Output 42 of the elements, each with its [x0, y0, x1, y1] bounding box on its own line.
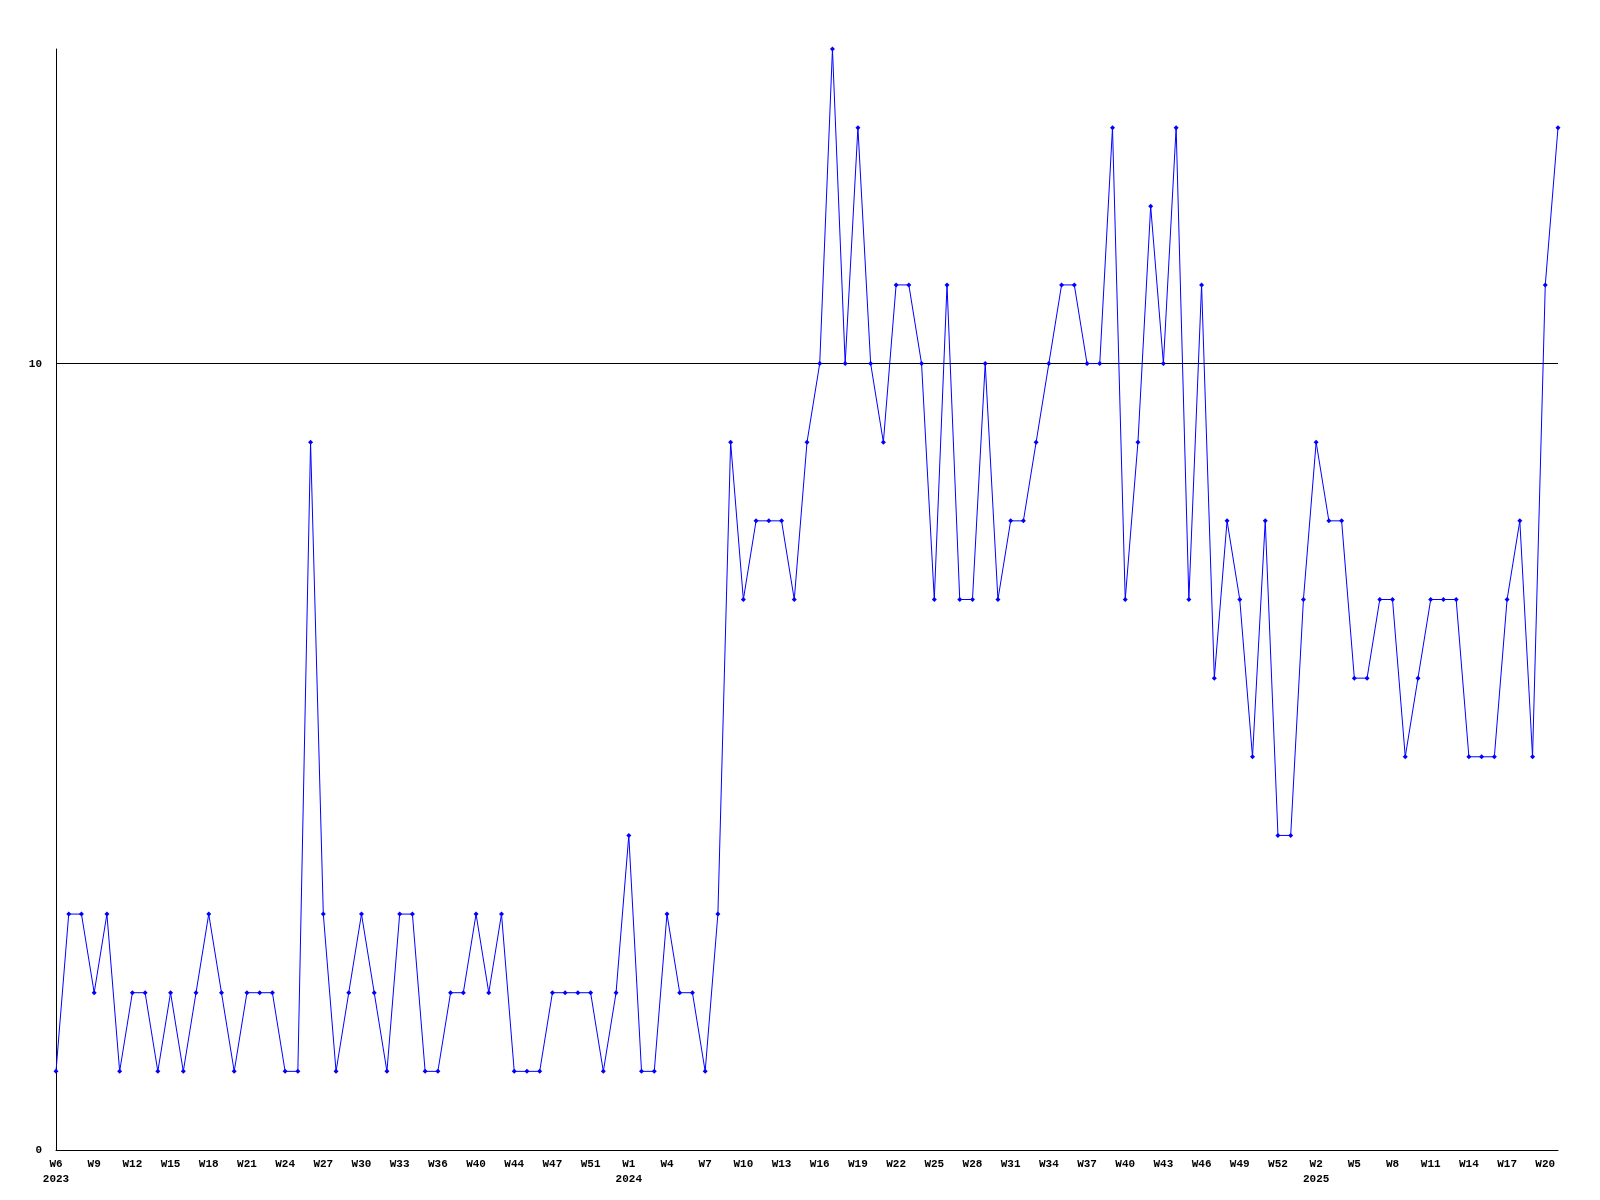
x-tick-label: W40: [466, 1157, 486, 1170]
x-tick-label: W15: [160, 1157, 181, 1170]
x-tick-label: W5: [1347, 1157, 1362, 1170]
x-tick-label: W40: [1115, 1157, 1136, 1170]
x-tick-label: W12: [122, 1157, 143, 1170]
x-tick-label: W21: [237, 1157, 258, 1170]
x-tick-label: W36: [427, 1157, 448, 1170]
x-tick-label: W20: [1535, 1157, 1556, 1170]
x-tick-label: W24: [275, 1157, 296, 1170]
x-tick-label: W10: [733, 1157, 754, 1170]
x-tick-label: W25: [924, 1157, 945, 1170]
x-tick-label: W2 2025: [1302, 1157, 1330, 1185]
x-tick-label: W16: [809, 1157, 830, 1170]
x-tick-label: W8: [1385, 1157, 1400, 1170]
x-tick-label: W11: [1420, 1157, 1442, 1170]
x-tick-label: W46: [1191, 1157, 1212, 1170]
x-tick-label: W28: [962, 1157, 983, 1170]
x-tick-label: W27: [313, 1157, 334, 1170]
x-tick-label: W44: [504, 1157, 525, 1170]
x-tick-label: W6 2023: [42, 1157, 70, 1185]
x-tick-label: W49: [1229, 1157, 1250, 1170]
x-tick-label: W31: [1000, 1157, 1021, 1170]
x-tick-label: W47: [542, 1157, 563, 1170]
x-tick-label: W33: [389, 1157, 410, 1170]
x-tick-label: W19: [848, 1157, 868, 1170]
x-tick-label: W52: [1268, 1157, 1288, 1170]
x-tick-label: W30: [351, 1157, 372, 1170]
y-tick-label: 0: [35, 1144, 42, 1156]
x-tick-label: W1 2024: [615, 1157, 643, 1185]
x-tick-label: W37: [1077, 1157, 1097, 1170]
x-tick-label: W22: [886, 1157, 907, 1170]
x-tick-label: W14: [1458, 1157, 1480, 1170]
x-tick-label: W43: [1153, 1157, 1174, 1170]
x-tick-label: W4: [660, 1157, 674, 1170]
x-tick-label: W34: [1038, 1157, 1060, 1170]
x-tick-label: W17: [1497, 1157, 1517, 1170]
x-tick-label: W7: [698, 1157, 712, 1170]
x-tick-label: W18: [198, 1157, 220, 1170]
x-tick-label: W51: [580, 1157, 601, 1170]
x-tick-label: W9: [87, 1157, 101, 1170]
y-tick-label: 10: [28, 357, 42, 370]
x-tick-label: W13: [771, 1157, 792, 1170]
